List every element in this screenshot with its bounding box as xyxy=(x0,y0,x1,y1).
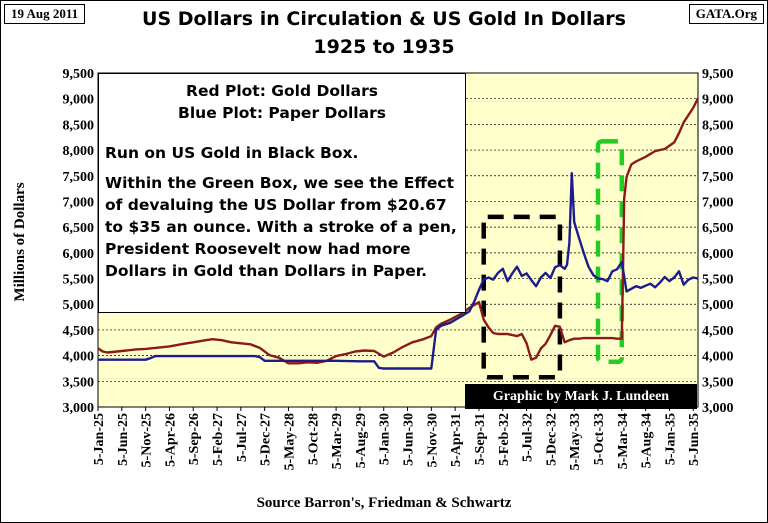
y-tick-label-right: 5,500 xyxy=(702,273,734,288)
x-tick-label: 5-Feb-32 xyxy=(497,413,512,466)
black-box-outline xyxy=(481,214,563,380)
y-tick-label-left: 3,500 xyxy=(63,375,95,390)
note-run-on-gold: Run on US Gold in Black Box. xyxy=(105,144,359,162)
y-tick-label-left: 4,000 xyxy=(63,350,95,365)
x-tick-label: 5-Nov-30 xyxy=(425,413,440,467)
y-tick-label-left: 9,500 xyxy=(63,67,95,82)
y-tick-label-right: 6,500 xyxy=(702,221,734,236)
y-tick-label-right: 6,000 xyxy=(702,247,734,262)
x-tick-label: 5-Jun-25 xyxy=(116,413,131,466)
y-axis-left: 3,000 3,500 4,000 4,500 5,000 5,500 6,000 6,500… xyxy=(63,67,95,416)
y-tick-label-left: 7,000 xyxy=(63,195,95,210)
x-tick-label: 5-Sep-26 xyxy=(187,413,202,465)
x-tick-label: 5-Apr-31 xyxy=(449,413,464,467)
credit-label: Graphic by Mark J. Lundeen xyxy=(465,384,697,409)
x-tick-label: 5-Mar-29 xyxy=(330,413,345,469)
y-tick-label-right: 9,000 xyxy=(702,93,734,108)
y-tick-label-left: 7,500 xyxy=(63,170,95,185)
annotation-boxes xyxy=(481,139,625,380)
x-tick-label: 5-May-28 xyxy=(282,413,297,471)
y-tick-label-right: 3,500 xyxy=(702,375,734,390)
y-tick-label-left: 5,500 xyxy=(63,273,95,288)
x-tick-label: 5-Jan-25 xyxy=(92,413,107,465)
y-tick-label-left: 3,000 xyxy=(63,401,95,416)
x-tick-label: 5-May-33 xyxy=(568,413,583,471)
x-tick-label: 5-Aug-34 xyxy=(640,413,655,468)
y-tick-label-right: 4,000 xyxy=(702,350,734,365)
y-tick-label-right: 9,500 xyxy=(702,67,734,82)
y-tick-label-right: 8,500 xyxy=(702,118,734,133)
x-tick-label: 5-Dec-27 xyxy=(259,413,274,466)
title-line-1: US Dollars in Circulation & US Gold In D… xyxy=(142,8,626,30)
y-tick-label-left: 4,500 xyxy=(63,324,95,339)
x-tick-label: 5-Nov-25 xyxy=(140,413,155,467)
y-tick-label-left: 8,000 xyxy=(63,144,95,159)
x-axis: 5-Jan-25 5-Jun-25 5-Nov-25 5-Apr-26 5-Sep-26… xyxy=(92,407,702,471)
date-tag: 19 Aug 2011 xyxy=(4,4,86,24)
y-axis-label: Millions of Dollars xyxy=(12,182,28,301)
chart-title: US Dollars in Circulation & US Gold In D… xyxy=(1,5,767,61)
x-tick-label: 5-Jun-30 xyxy=(402,413,417,466)
x-tick-label: 5-Jul-32 xyxy=(521,413,536,462)
x-tick-label: 5-Aug-29 xyxy=(354,413,369,468)
title-line-2: 1925 to 1935 xyxy=(313,36,455,58)
annotation-box: Red Plot: Gold Dollars Blue Plot: Paper … xyxy=(98,73,466,313)
x-tick-label: 5-Sep-31 xyxy=(473,413,488,465)
y-tick-label-right: 3,000 xyxy=(702,401,734,416)
y-tick-label-right: 7,000 xyxy=(702,195,734,210)
x-tick-label: 5-Jun-35 xyxy=(687,413,702,466)
x-tick-label: 5-Oct-33 xyxy=(592,413,607,465)
source-label: Source Barron's, Friedman & Schwartz xyxy=(256,495,512,511)
y-tick-label-left: 8,500 xyxy=(63,118,95,133)
y-tick-label-right: 5,000 xyxy=(702,298,734,313)
x-tick-label: 5-Apr-26 xyxy=(163,413,178,467)
x-tick-label: 5-Jul-27 xyxy=(235,413,250,462)
x-tick-label: 5-Mar-34 xyxy=(616,413,631,469)
x-tick-label: 5-Jan-30 xyxy=(378,413,393,465)
y-tick-label-right: 4,500 xyxy=(702,324,734,339)
legend-blue: Blue Plot: Paper Dollars xyxy=(178,104,386,122)
x-tick-label: 5-Dec-32 xyxy=(544,413,559,466)
y-tick-label-left: 9,000 xyxy=(63,93,95,108)
note-devaluation: Within the Green Box, we see the Effect … xyxy=(105,174,457,280)
legend-red: Red Plot: Gold Dollars xyxy=(186,82,378,100)
y-tick-label-right: 7,500 xyxy=(702,170,734,185)
paper-dollars-line xyxy=(98,171,699,370)
y-axis-right: 3,000 3,500 4,000 4,500 5,000 5,500 6,000 6,500… xyxy=(702,67,734,416)
site-tag: GATA.Org xyxy=(688,4,764,24)
x-tick-label: 5-Oct-28 xyxy=(306,413,321,465)
y-tick-label-right: 8,000 xyxy=(702,144,734,159)
y-tick-label-left: 6,500 xyxy=(63,221,95,236)
x-tick-label: 5-Jan-35 xyxy=(663,413,678,465)
y-tick-label-left: 6,000 xyxy=(63,247,95,262)
y-tick-label-left: 5,000 xyxy=(63,298,95,313)
x-tick-label: 5-Feb-27 xyxy=(211,413,226,466)
green-box-outline xyxy=(595,139,625,365)
